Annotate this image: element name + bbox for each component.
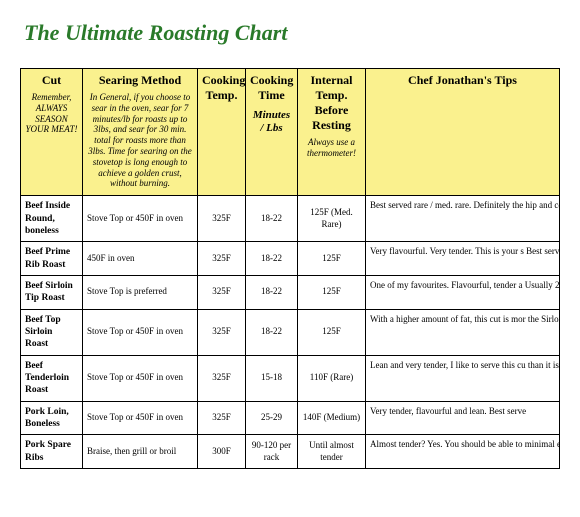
cell-sear: Stove Top is preferred xyxy=(83,275,198,309)
cell-time: 18-22 xyxy=(246,309,298,355)
col-head-time: Cooking Time Minutes / Lbs xyxy=(246,69,298,196)
col-head-label: Cut xyxy=(25,73,78,88)
cell-temp: 325F xyxy=(198,242,246,276)
table-row: Pork Loin, BonelessStove Top or 450F in … xyxy=(21,401,560,435)
cell-cut: Pork Loin, Boneless xyxy=(21,401,83,435)
col-head-internal: Internal Temp. Before Resting Always use… xyxy=(298,69,366,196)
col-head-sub: Always use a thermometer! xyxy=(302,137,361,159)
col-head-searing: Searing Method In General, if you choose… xyxy=(83,69,198,196)
col-head-label: Chef Jonathan's Tips xyxy=(370,73,555,88)
col-head-label: Searing Method xyxy=(87,73,193,88)
cell-tips: One of my favourites. Flavourful, tender… xyxy=(366,275,560,309)
col-head-tips: Chef Jonathan's Tips xyxy=(366,69,560,196)
cell-tips: Very tender, flavourful and lean. Best s… xyxy=(366,401,560,435)
cell-cut: Beef Inside Round, boneless xyxy=(21,196,83,242)
table-row: Beef Prime Rib Roast450F in oven325F18-2… xyxy=(21,242,560,276)
cell-cut: Pork Spare Ribs xyxy=(21,435,83,469)
col-head-label: Cooking Temp. xyxy=(202,73,241,103)
cell-sear: 450F in oven xyxy=(83,242,198,276)
cell-tips: With a higher amount of fat, this cut is… xyxy=(366,309,560,355)
cell-sear: Stove Top or 450F in oven xyxy=(83,196,198,242)
cell-tips: Best served rare / med. rare. Definitely… xyxy=(366,196,560,242)
table-row: Beef Tenderloin RoastStove Top or 450F i… xyxy=(21,355,560,401)
cell-cut: Beef Top Sirloin Roast xyxy=(21,309,83,355)
cell-tips: Lean and very tender, I like to serve th… xyxy=(366,355,560,401)
col-head-cut: Cut Remember, ALWAYS SEASON YOUR MEAT! xyxy=(21,69,83,196)
col-head-label: Cooking Time xyxy=(250,73,293,103)
cell-internal: 140F (Medium) xyxy=(298,401,366,435)
cell-internal: 110F (Rare) xyxy=(298,355,366,401)
cell-temp: 325F xyxy=(198,401,246,435)
cell-sear: Stove Top or 450F in oven xyxy=(83,401,198,435)
cell-time: 18-22 xyxy=(246,242,298,276)
cell-time: 18-22 xyxy=(246,196,298,242)
roasting-table: Cut Remember, ALWAYS SEASON YOUR MEAT! S… xyxy=(20,68,560,469)
table-row: Beef Inside Round, bonelessStove Top or … xyxy=(21,196,560,242)
cell-time: 15-18 xyxy=(246,355,298,401)
cell-internal: 125F xyxy=(298,309,366,355)
cell-temp: 325F xyxy=(198,275,246,309)
cell-internal: 125F xyxy=(298,242,366,276)
cell-cut: Beef Prime Rib Roast xyxy=(21,242,83,276)
page-title: The Ultimate Roasting Chart xyxy=(24,20,560,46)
table-header-row: Cut Remember, ALWAYS SEASON YOUR MEAT! S… xyxy=(21,69,560,196)
cell-sear: Braise, then grill or broil xyxy=(83,435,198,469)
cell-cut: Beef Sirloin Tip Roast xyxy=(21,275,83,309)
table-row: Beef Top Sirloin RoastStove Top or 450F … xyxy=(21,309,560,355)
cell-temp: 300F xyxy=(198,435,246,469)
cell-internal: 125F (Med. Rare) xyxy=(298,196,366,242)
cell-time: 25-29 xyxy=(246,401,298,435)
cell-cut: Beef Tenderloin Roast xyxy=(21,355,83,401)
cell-temp: 325F xyxy=(198,309,246,355)
table-row: Beef Sirloin Tip RoastStove Top is prefe… xyxy=(21,275,560,309)
col-head-sub: Minutes / Lbs xyxy=(250,109,293,135)
cell-tips: Almost tender? Yes. You should be able t… xyxy=(366,435,560,469)
col-head-temp: Cooking Temp. xyxy=(198,69,246,196)
cell-internal: 125F xyxy=(298,275,366,309)
cell-sear: Stove Top or 450F in oven xyxy=(83,355,198,401)
cell-temp: 325F xyxy=(198,196,246,242)
cell-time: 18-22 xyxy=(246,275,298,309)
col-head-sub: Remember, ALWAYS SEASON YOUR MEAT! xyxy=(25,92,78,135)
col-head-sub: In General, if you choose to sear in the… xyxy=(87,92,193,189)
col-head-label: Internal Temp. Before Resting xyxy=(302,73,361,133)
cell-internal: Until almost tender xyxy=(298,435,366,469)
table-body: Beef Inside Round, bonelessStove Top or … xyxy=(21,196,560,469)
cell-sear: Stove Top or 450F in oven xyxy=(83,309,198,355)
cell-tips: Very flavourful. Very tender. This is yo… xyxy=(366,242,560,276)
cell-temp: 325F xyxy=(198,355,246,401)
cell-time: 90-120 per rack xyxy=(246,435,298,469)
table-row: Pork Spare RibsBraise, then grill or bro… xyxy=(21,435,560,469)
